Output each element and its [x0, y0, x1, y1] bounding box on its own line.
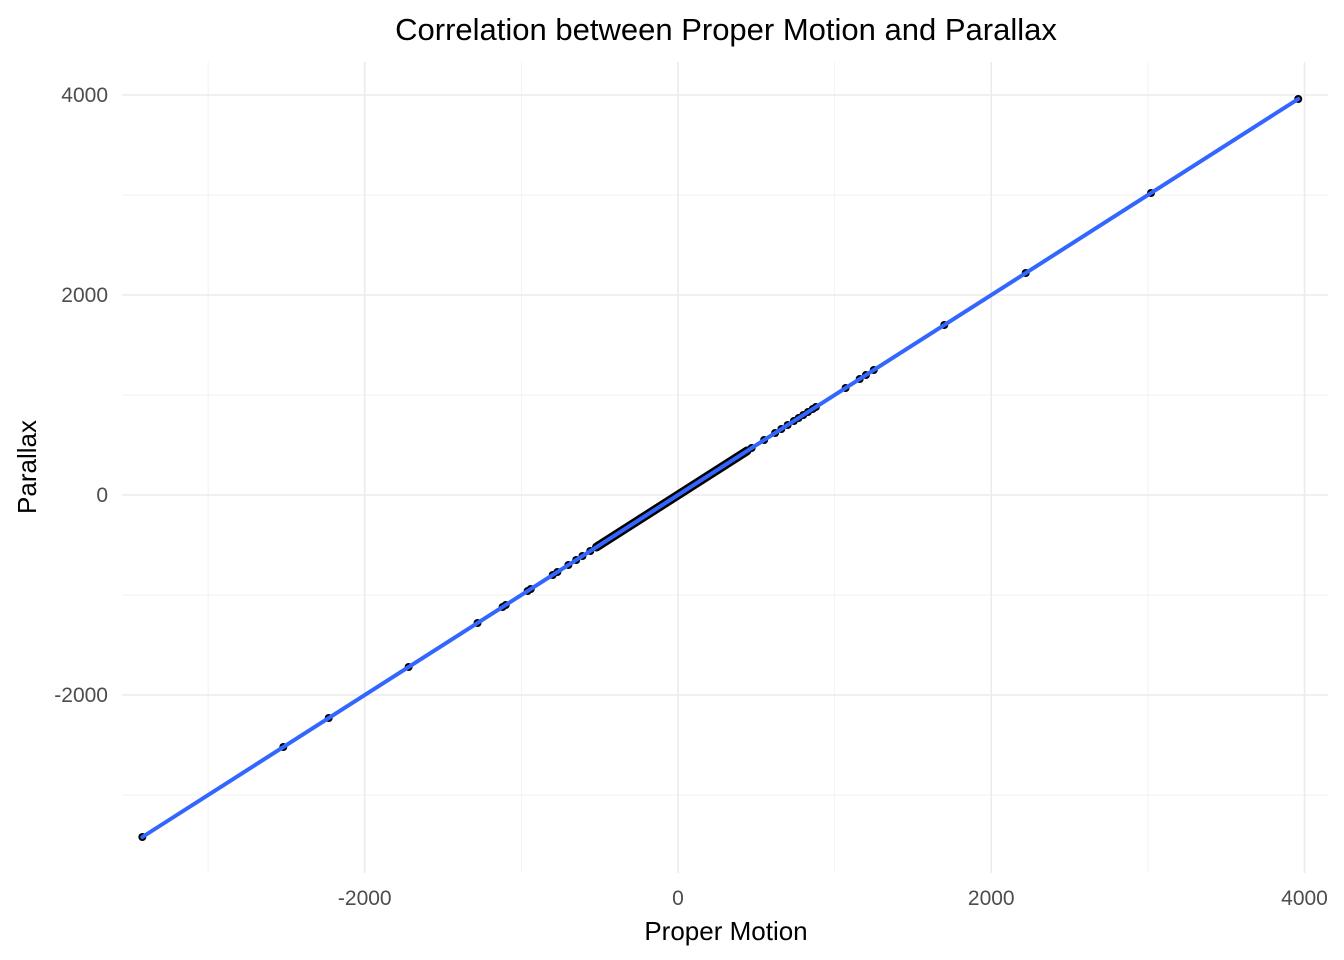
- trend-line-group: [140, 97, 1301, 839]
- major-gridlines: [122, 62, 1328, 873]
- y-tick-label: 0: [96, 484, 108, 507]
- y-tick-label: 4000: [61, 84, 108, 107]
- y-tick-labels: -2000 0 2000 4000: [54, 84, 108, 707]
- y-axis-title: Parallax: [12, 420, 42, 514]
- x-axis-title: Proper Motion: [644, 916, 807, 946]
- x-tick-labels: -2000 0 2000 4000: [338, 887, 1328, 910]
- x-tick-label: 4000: [1281, 887, 1328, 910]
- x-tick-label: -2000: [338, 887, 392, 910]
- chart-title: Correlation between Proper Motion and Pa…: [395, 12, 1057, 47]
- y-tick-label: -2000: [54, 684, 108, 707]
- x-tick-label: 2000: [968, 887, 1015, 910]
- x-tick-label: 0: [672, 887, 684, 910]
- trend-line: [140, 97, 1301, 839]
- y-tick-label: 2000: [61, 284, 108, 307]
